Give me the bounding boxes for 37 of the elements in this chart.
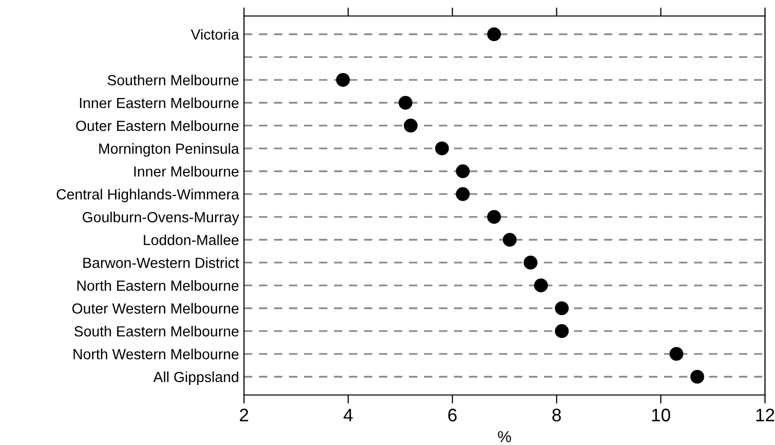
point bbox=[404, 118, 418, 132]
point bbox=[534, 278, 548, 292]
point bbox=[524, 256, 538, 270]
point bbox=[670, 347, 684, 361]
y-tick-label: North Western Melbourne bbox=[74, 348, 238, 360]
point bbox=[554, 324, 569, 338]
y-tick-label: North Eastern Melbourne bbox=[77, 280, 239, 291]
y-tick-label: Loddon-Mallee bbox=[144, 234, 238, 246]
point bbox=[398, 96, 412, 110]
y-tick-label: Inner Melbourne bbox=[134, 166, 238, 177]
point bbox=[502, 232, 517, 247]
point bbox=[487, 27, 501, 42]
point bbox=[690, 370, 704, 384]
y-tick-label: Outer Eastern Melbourne bbox=[76, 120, 239, 132]
y-tick-label: All Gippsland bbox=[153, 371, 238, 386]
point bbox=[456, 187, 470, 201]
y-tick-label: Victoria bbox=[190, 28, 240, 40]
y-tick-label: Inner Eastern Melbourne bbox=[80, 97, 239, 108]
y-tick-label: Goulburn-Ovens-Murray bbox=[82, 212, 240, 226]
x-tick-label: 6 bbox=[448, 408, 457, 422]
x-tick-label: 4 bbox=[344, 408, 353, 422]
x-tick-label: 8 bbox=[552, 408, 561, 422]
y-tick-label: South Eastern Melbourne bbox=[74, 326, 239, 336]
y-tick-label: Southern Melbourne bbox=[108, 74, 238, 86]
point bbox=[435, 142, 449, 156]
x-tick-label: 10 bbox=[652, 408, 670, 422]
x-axis-title: % bbox=[498, 431, 512, 442]
y-tick-label: Central Highlands-Wimmera bbox=[56, 188, 240, 202]
y-tick-label: Mornington Peninsula bbox=[99, 143, 240, 157]
y-tick-label: Barwon-Western District bbox=[83, 257, 240, 268]
point bbox=[554, 301, 569, 316]
point bbox=[336, 73, 350, 87]
x-tick-label: 2 bbox=[240, 408, 248, 422]
y-tick-label: Outer Western Melbourne bbox=[72, 302, 239, 314]
x-tick-label: 12 bbox=[756, 408, 774, 422]
point bbox=[487, 210, 501, 224]
point bbox=[456, 164, 470, 178]
